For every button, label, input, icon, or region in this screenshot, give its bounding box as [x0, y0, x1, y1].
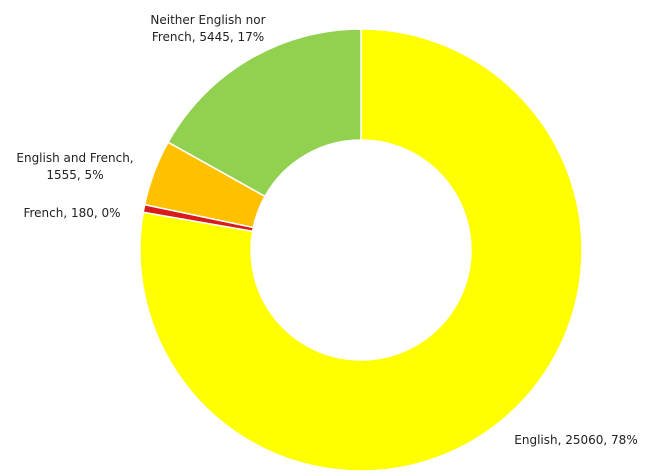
data-label: English, 25060, 78% — [514, 433, 638, 447]
donut-slice — [167, 28, 362, 198]
donut-slice — [139, 28, 583, 472]
data-label: French, 180, 0% — [23, 206, 121, 220]
data-label: Neither English nor French, 5445, 17% — [150, 13, 266, 44]
data-label: English and French, 1555, 5% — [16, 151, 134, 182]
